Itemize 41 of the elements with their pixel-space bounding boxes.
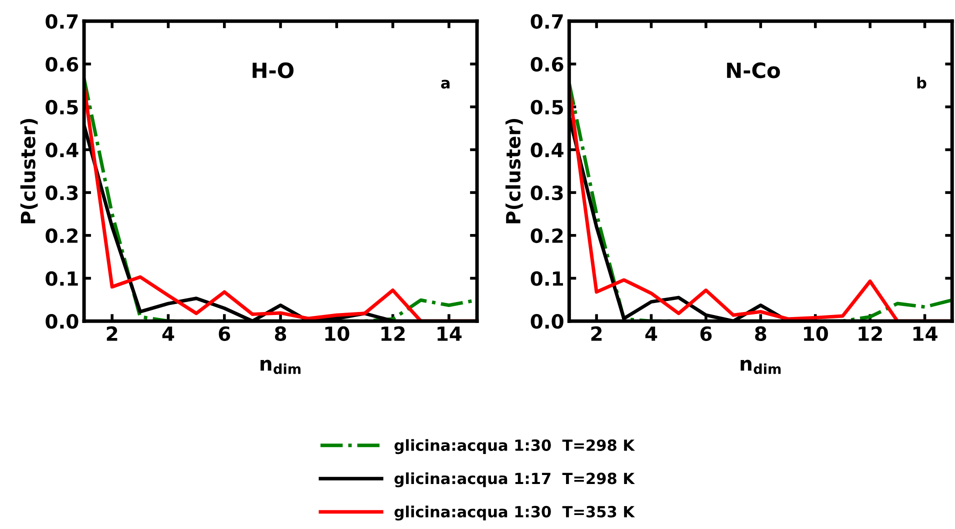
annotation: N-Co xyxy=(727,62,780,78)
y-tick-label: 0.3 xyxy=(530,186,563,200)
x-tick-label: 6 xyxy=(218,326,230,342)
y-axis-title: P(cluster) xyxy=(506,118,523,224)
annotation: H-O xyxy=(252,62,294,78)
x-tick-label: 12 xyxy=(381,326,405,341)
y-tick-label: 0.2 xyxy=(46,228,78,244)
y-tick-label: 0.3 xyxy=(46,186,78,200)
x-tick-label: 8 xyxy=(755,326,766,342)
annotation: a xyxy=(441,80,450,89)
y-tick-label: 0.1 xyxy=(46,271,78,286)
y-axis-title: P(cluster) xyxy=(20,118,38,224)
x-axis-title: n$_{dim}$ xyxy=(740,360,781,374)
annotation: b xyxy=(917,76,926,89)
x-tick-label: 2 xyxy=(106,326,118,341)
y-tick-label: 0.2 xyxy=(530,228,563,244)
y-tick-label: 0.5 xyxy=(530,100,563,115)
x-axis-title: n$_{dim}$ xyxy=(260,360,300,374)
y-tick-label: 0.4 xyxy=(530,142,564,158)
x-tick-label: 4 xyxy=(645,326,658,341)
y-tick-label: 0.7 xyxy=(530,14,563,29)
x-tick-label: 14 xyxy=(438,326,462,341)
y-tick-label: 0.6 xyxy=(530,56,564,72)
legend-label: glicina:acqua 1:30 T=353 K xyxy=(394,506,635,521)
y-tick-label: 0.1 xyxy=(530,271,563,286)
y-tick-label: 0.7 xyxy=(46,14,78,29)
legend-label: glicina:acqua 1:17 T=298 K xyxy=(394,472,635,488)
x-tick-label: 8 xyxy=(274,326,286,342)
x-tick-label: 14 xyxy=(913,326,938,341)
x-tick-label: 2 xyxy=(591,326,602,341)
y-tick-label: 0.4 xyxy=(46,142,78,158)
x-tick-label: 4 xyxy=(162,326,174,341)
legend-label: glicina:acqua 1:30 T=298 K xyxy=(394,439,635,454)
y-tick-label: 0.0 xyxy=(46,314,78,329)
x-tick-label: 10 xyxy=(325,326,350,342)
x-tick-label: 6 xyxy=(700,326,712,342)
x-tick-label: 10 xyxy=(804,326,828,342)
y-tick-label: 0.6 xyxy=(46,56,78,72)
x-tick-label: 12 xyxy=(858,326,882,341)
y-tick-label: 0.0 xyxy=(530,314,564,329)
y-tick-label: 0.5 xyxy=(46,100,78,115)
